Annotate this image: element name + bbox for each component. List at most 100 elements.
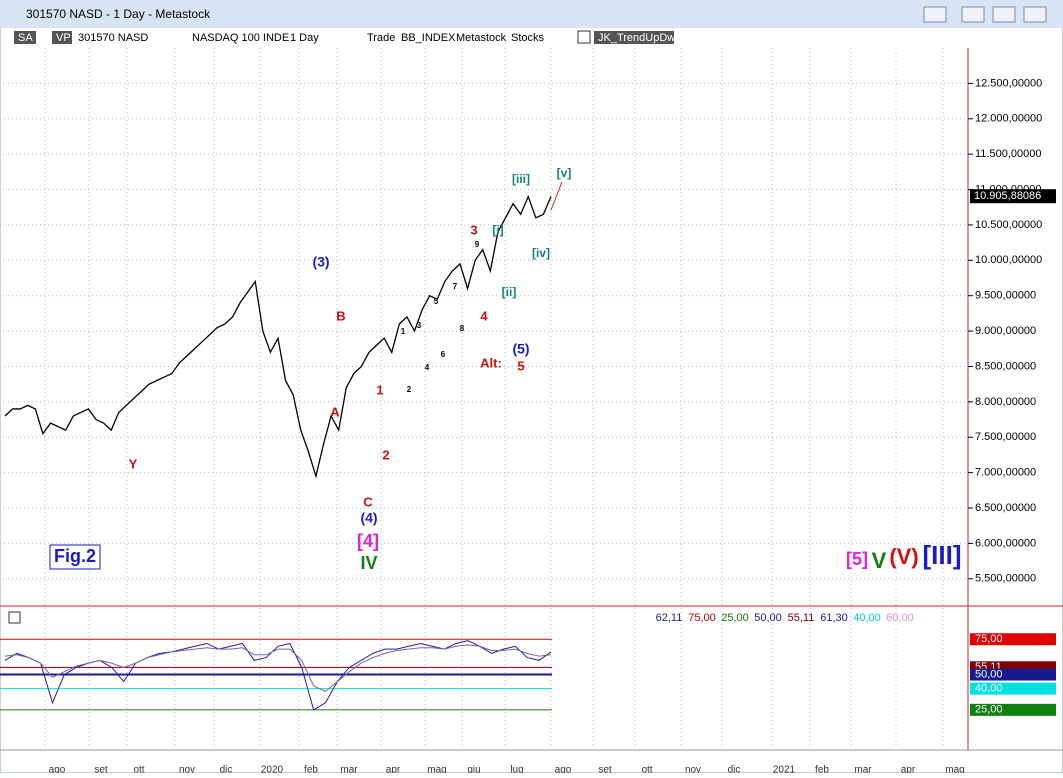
indicator-close[interactable] [577, 30, 591, 44]
wave-label: (5) [512, 341, 529, 357]
level-label: 25,00 [975, 704, 1003, 716]
x-tick-label: 2020 [261, 765, 284, 773]
wave-label: [4] [357, 531, 379, 551]
wave-label: 4 [480, 308, 488, 323]
y-tick-label: 6.500,00000 [975, 502, 1036, 514]
wave-label: 8 [460, 324, 465, 333]
level-badge [970, 668, 1056, 681]
wave-label: [i] [492, 223, 503, 237]
wave-label: 1 [401, 327, 406, 336]
level-label: 50,00 [975, 668, 1003, 680]
wave-v-line [550, 181, 563, 211]
wave-label: [iv] [532, 246, 550, 260]
wave-label: Alt: [480, 355, 502, 370]
y-tick-label: 8.000,00000 [975, 396, 1036, 408]
last-price-badge [970, 189, 1056, 204]
y-tick-label: 8.500,00000 [975, 360, 1036, 372]
y-tick-label: 7.000,00000 [975, 467, 1036, 479]
level-label: 75,00 [975, 633, 1003, 645]
wave-label: B [336, 308, 345, 323]
window-title: 301570 NASD - 1 Day - Metastock [26, 7, 211, 21]
oscillator-legend: 50,00 [754, 612, 782, 624]
wave-label: (4) [360, 510, 377, 526]
oscillator-legend: 55,11 [788, 612, 815, 624]
close-button[interactable] [1023, 6, 1047, 23]
level-badge [970, 682, 1056, 695]
toolbar-item[interactable]: 1 Day [290, 32, 319, 44]
wave-label: 9 [475, 240, 480, 249]
x-tick-label: set [94, 765, 108, 773]
x-tick-label: dic [220, 765, 233, 773]
toolbar-button[interactable] [14, 31, 36, 44]
wave-label: [ii] [502, 285, 517, 299]
wave-label: 7 [453, 282, 458, 291]
toolbar-button[interactable] [52, 31, 72, 44]
wave-label: V [872, 548, 887, 573]
y-tick-label: 5.500,00000 [975, 573, 1036, 585]
toolbar-item[interactable]: NASDAQ 100 INDE [192, 32, 289, 44]
restore-button[interactable] [923, 6, 947, 23]
toolbar-item[interactable]: Metastock [456, 32, 507, 44]
oscillator-legend: 25,00 [721, 612, 749, 624]
y-tick-label: 9.500,00000 [975, 290, 1036, 302]
wave-label: [5] [846, 549, 868, 569]
level-badge [970, 703, 1056, 716]
toolbar-item[interactable]: 301570 NASD [78, 32, 148, 44]
x-tick-label: set [598, 765, 612, 773]
wave-label: Fig.2 [54, 546, 96, 566]
level-badge [970, 633, 1056, 646]
x-tick-label: mag [945, 765, 964, 773]
x-tick-label: nov [685, 765, 701, 773]
panel-close[interactable] [8, 611, 21, 624]
last-price-label: 10.905,88086 [974, 190, 1041, 202]
y-tick-label: 7.500,00000 [975, 431, 1036, 443]
toolbar-item[interactable]: Stocks [511, 32, 545, 44]
wave-label: 1 [376, 382, 383, 397]
x-tick-label: mar [854, 765, 872, 773]
wave-label: 5 [517, 358, 524, 373]
maximize-button[interactable] [992, 6, 1016, 23]
y-tick-label: 6.000,00000 [975, 537, 1036, 549]
minimize-button[interactable] [961, 6, 985, 23]
toolbar-item[interactable]: SA [18, 32, 33, 44]
price-line [4, 644, 552, 693]
y-tick-label: 10.500,00000 [975, 219, 1042, 231]
level-label: 40,00 [975, 683, 1003, 695]
x-tick-label: giu [467, 765, 480, 773]
toolbar-item[interactable]: JK_TrendUpDw [598, 32, 675, 44]
toolbar-item[interactable]: BB_INDEX [401, 32, 456, 44]
wave-label: [iii] [512, 172, 530, 186]
x-tick-label: ott [133, 765, 144, 773]
x-tick-label: ago [49, 765, 66, 773]
wave-label: 5 [434, 297, 439, 306]
oscillator-legend: 62,11 [656, 612, 683, 624]
y-tick-label: 10.000,00000 [975, 254, 1042, 266]
wave-label: (V) [889, 544, 918, 569]
wave-label: C [363, 494, 373, 509]
x-tick-label: dic [728, 765, 741, 773]
x-tick-label: nov [179, 765, 195, 773]
wave-label: Y [129, 456, 138, 471]
wave-label: 6 [441, 350, 446, 359]
price-line [4, 194, 552, 479]
wave-label: (3) [312, 254, 329, 270]
toolbar-item[interactable]: Trade [367, 32, 395, 44]
wave-label: A [330, 404, 340, 419]
x-tick-label: mag [427, 765, 446, 773]
toolbar-button[interactable] [594, 31, 674, 44]
oscillator-legend: 40,00 [853, 612, 881, 624]
toolbar-item[interactable]: VP [56, 32, 71, 44]
wave-label: 2 [382, 447, 389, 462]
figure-box [49, 544, 101, 570]
x-tick-label: apr [386, 765, 401, 773]
x-tick-label: apr [901, 765, 916, 773]
oscillator-legend: 60,00 [886, 612, 914, 624]
x-tick-label: feb [815, 765, 829, 773]
wave-label: [v] [557, 166, 572, 180]
wave-label: IV [360, 553, 377, 573]
x-tick-label: ott [641, 765, 652, 773]
x-tick-label: feb [304, 765, 318, 773]
y-tick-label: 12.000,00000 [975, 113, 1042, 125]
